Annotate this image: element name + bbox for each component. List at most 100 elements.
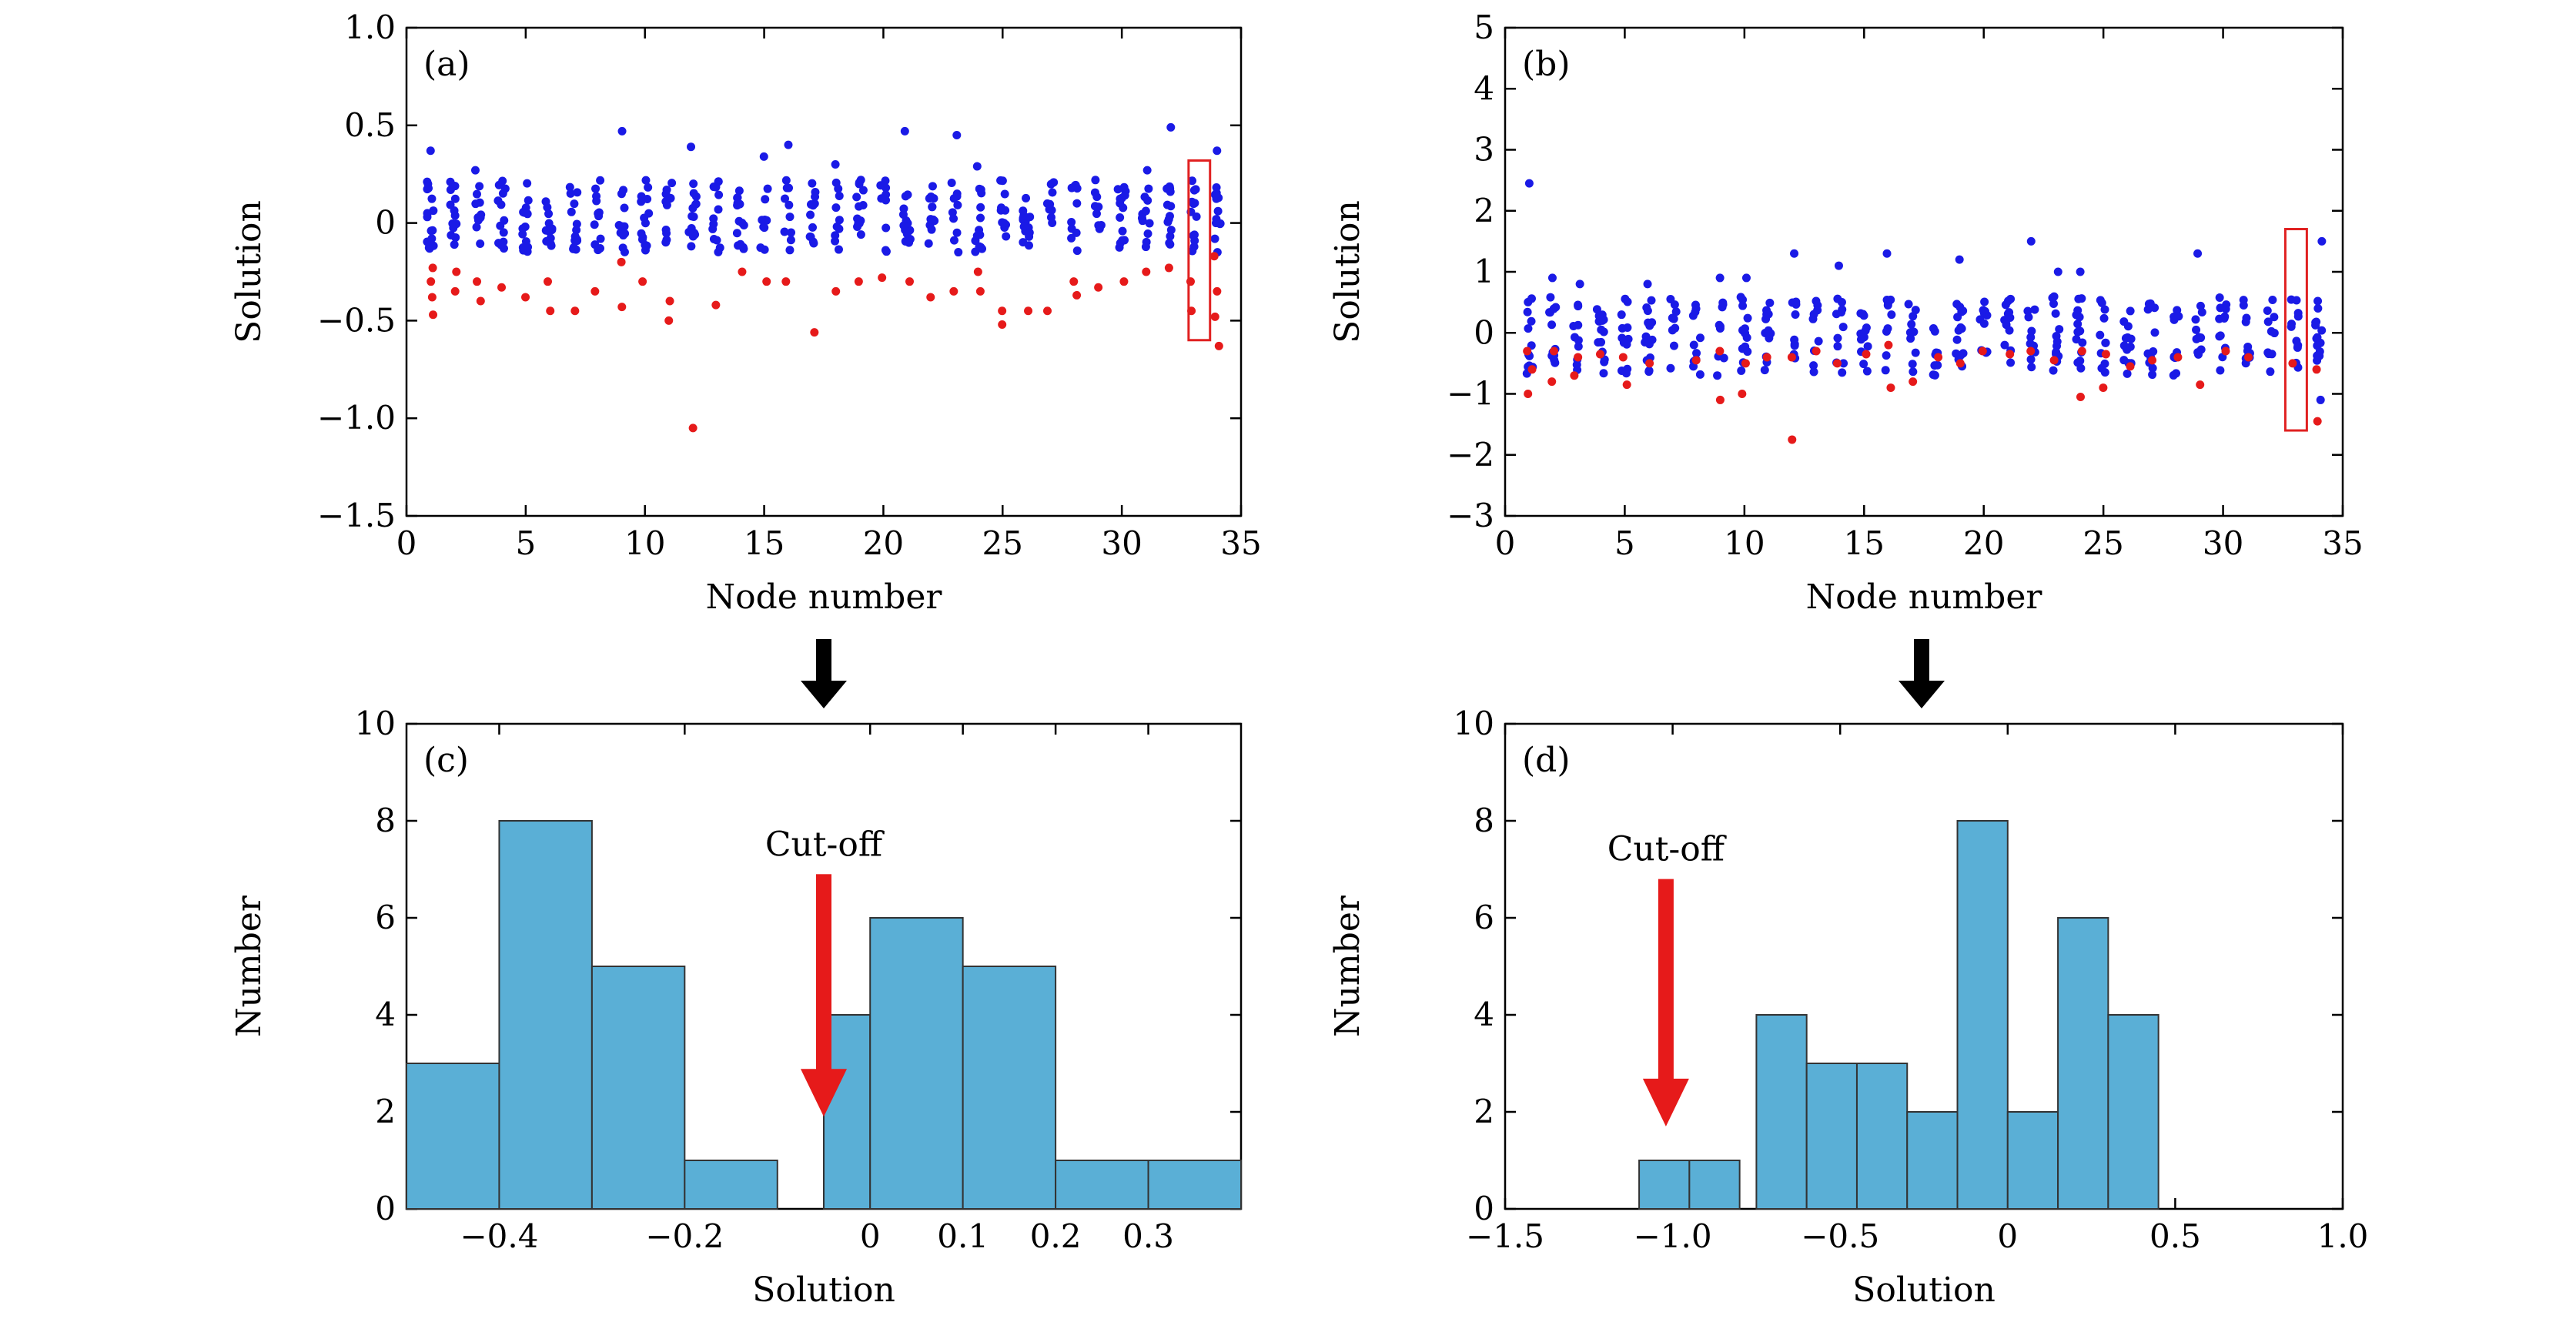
- data-point: [2026, 346, 2036, 356]
- flow-arrow-head: [1899, 681, 1945, 708]
- x-tick-label: 0.1: [937, 1217, 989, 1255]
- data-point: [976, 203, 985, 212]
- data-point: [1213, 146, 1222, 156]
- data-point: [976, 213, 985, 223]
- data-point: [620, 247, 629, 256]
- data-point: [2191, 315, 2200, 324]
- data-point: [947, 179, 956, 188]
- data-point: [2030, 305, 2039, 314]
- data-point: [1119, 277, 1129, 286]
- data-point: [763, 184, 772, 193]
- data-point: [786, 236, 795, 245]
- data-point: [2173, 306, 2182, 315]
- data-point: [2220, 312, 2230, 321]
- data-point: [756, 243, 765, 253]
- x-tick-label: −0.4: [460, 1217, 538, 1255]
- data-point: [1189, 242, 1199, 251]
- data-point: [1715, 395, 1725, 404]
- y-axis-label: Solution: [229, 200, 269, 343]
- data-point: [1906, 334, 1915, 343]
- data-point: [1862, 367, 1872, 376]
- y-tick-label: −2: [1447, 436, 1494, 474]
- data-point: [949, 286, 958, 296]
- data-point: [1692, 349, 1701, 358]
- histogram-bar: [498, 820, 593, 1210]
- data-point: [498, 189, 507, 198]
- data-point: [1072, 228, 1081, 237]
- data-point: [1550, 346, 1559, 356]
- data-point: [1019, 222, 1029, 231]
- data-point: [971, 236, 980, 246]
- data-point: [835, 224, 844, 233]
- x-tick-label: 15: [744, 524, 785, 562]
- data-point: [2076, 267, 2085, 276]
- data-point: [2096, 330, 2105, 340]
- data-point: [1166, 239, 1175, 249]
- data-point: [1952, 335, 1962, 344]
- data-point: [1859, 311, 1868, 320]
- data-point: [620, 203, 629, 213]
- data-point: [665, 296, 674, 306]
- data-point: [1886, 383, 1895, 393]
- data-point: [570, 199, 579, 209]
- data-point: [882, 247, 891, 256]
- data-point: [785, 246, 795, 255]
- data-point: [1909, 377, 1918, 387]
- data-point: [1119, 182, 1129, 192]
- data-point: [546, 239, 555, 249]
- data-point: [2194, 333, 2203, 342]
- data-point: [427, 277, 436, 286]
- y-tick-label: 3: [1474, 131, 1494, 169]
- data-point: [473, 213, 483, 223]
- data-point: [1933, 360, 1942, 370]
- data-point: [808, 179, 817, 188]
- data-point: [1791, 310, 1800, 319]
- data-point: [429, 241, 438, 250]
- data-point: [2241, 317, 2250, 326]
- data-point: [450, 182, 460, 191]
- panel-c-histogram: −0.4 −0.2 0 0.1 0.2 0.3 0 2 4 6 8 10 Solution Number (…: [229, 705, 1243, 1310]
- data-point: [423, 179, 433, 189]
- data-point: [1547, 273, 1557, 283]
- plot-frame: [1504, 26, 2344, 517]
- histogram-bar: [590, 966, 686, 1210]
- data-point: [1000, 189, 1009, 199]
- data-point: [952, 130, 962, 139]
- data-point: [2023, 306, 2032, 316]
- data-point: [2293, 309, 2303, 318]
- data-point: [810, 199, 819, 208]
- data-point: [2049, 366, 2058, 375]
- y-tick-label: −1.0: [317, 399, 396, 437]
- data-point: [926, 293, 935, 302]
- data-point: [1832, 359, 1842, 368]
- data-point: [1190, 199, 1199, 208]
- flow-arrows: [801, 639, 1945, 708]
- data-point: [975, 286, 985, 296]
- x-tick-label: 35: [2322, 524, 2363, 562]
- data-point: [758, 216, 767, 225]
- data-point: [691, 230, 700, 239]
- data-point: [781, 194, 790, 203]
- data-point: [2216, 331, 2225, 340]
- data-point: [735, 199, 744, 209]
- data-point: [1911, 306, 1920, 315]
- data-point: [1713, 371, 1722, 380]
- data-point: [664, 316, 674, 325]
- data-point: [2126, 334, 2136, 343]
- data-point: [732, 229, 741, 238]
- data-point: [1188, 176, 1197, 186]
- data-point: [1142, 267, 1151, 276]
- x-tick-label: −1.0: [1634, 1217, 1712, 1255]
- data-point: [2123, 369, 2132, 378]
- data-point: [666, 193, 675, 203]
- data-point: [831, 160, 840, 169]
- data-point: [1741, 273, 1751, 283]
- y-tick-label: −0.5: [317, 301, 396, 339]
- data-point: [641, 219, 650, 228]
- data-point: [1809, 361, 1818, 370]
- data-point: [449, 223, 458, 233]
- data-point: [426, 146, 435, 156]
- data-point: [1881, 366, 1890, 375]
- data-point: [1019, 238, 1028, 247]
- data-point: [429, 310, 438, 320]
